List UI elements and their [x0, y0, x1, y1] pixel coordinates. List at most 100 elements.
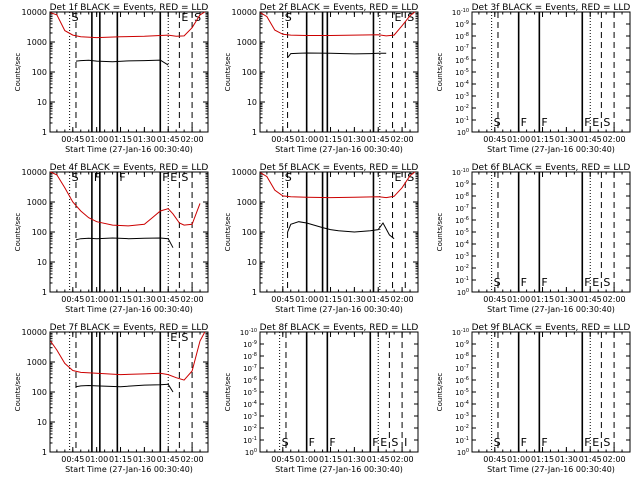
y-tick-label: 1	[42, 128, 47, 137]
event-marker-label: S	[194, 11, 201, 24]
chart-panel: Det 7f BLACK = Events, RED = LLD 1 10 100 10…	[14, 323, 209, 474]
x-tick-label: 02:00	[391, 135, 414, 144]
x-tick-label: 01:00	[507, 295, 530, 304]
x-tick-label: 01:30	[133, 135, 156, 144]
event-marker-label: F	[372, 436, 378, 449]
event-marker-label: S	[407, 171, 414, 184]
lld-series-line	[260, 11, 416, 37]
y-tick-label: 100	[457, 288, 469, 297]
plot-frame	[49, 331, 209, 453]
chart-title: Det 7f BLACK = Events, RED = LLD	[50, 323, 209, 333]
event-marker-label: F	[541, 276, 547, 289]
x-tick-label: 01:30	[133, 455, 156, 464]
y-tick-label: 10-3	[243, 412, 257, 421]
y-tick-label: 10-7	[455, 44, 469, 53]
x-tick-label: 01:00	[507, 135, 530, 144]
y-tick-label: 10-1	[455, 116, 469, 125]
plot-frame	[259, 171, 419, 293]
x-tick-label: 01:00	[85, 455, 108, 464]
y-tick-label: 10	[37, 418, 47, 427]
event-marker-label: F	[584, 116, 590, 129]
x-tick-label: 01:15	[319, 135, 342, 144]
x-tick-label: 00:45	[483, 455, 506, 464]
y-tick-label: 100	[242, 68, 257, 77]
y-axis-label: Counts/sec	[14, 373, 22, 412]
y-tick-label: 10000	[22, 8, 47, 17]
y-tick-label: 10-10	[452, 168, 469, 177]
y-tick-label: 100	[32, 68, 47, 77]
x-tick-label: 00:45	[483, 295, 506, 304]
x-tick-label: 01:30	[343, 455, 366, 464]
event-marker-label: S	[181, 331, 188, 344]
y-tick-label: 1000	[27, 38, 47, 47]
y-tick-label: 10-10	[240, 328, 257, 337]
event-marker-label: E	[181, 11, 188, 24]
x-tick-label: 01:30	[343, 295, 366, 304]
y-tick-label: 10-9	[455, 180, 469, 189]
events-series-line	[75, 59, 169, 66]
chart-title: Det 8f BLACK = Events, RED = LLD	[260, 323, 419, 333]
x-tick-label: 01:15	[109, 295, 132, 304]
y-axis-label: Counts/sec	[224, 53, 232, 92]
x-tick-label: 01:15	[531, 295, 554, 304]
event-marker-label: E	[592, 276, 599, 289]
event-marker-label: F	[521, 276, 527, 289]
events-series-line	[287, 52, 387, 59]
y-tick-label: 10-8	[243, 352, 257, 361]
chart-title: Det 2f BLACK = Events, RED = LLD	[260, 3, 419, 13]
x-tick-label: 00:45	[61, 295, 84, 304]
y-tick-label: 10-4	[243, 400, 257, 409]
plot-frame	[259, 11, 419, 133]
chart-title: Det 6f BLACK = Events, RED = LLD	[472, 163, 631, 173]
plot-frame	[471, 171, 631, 293]
chart-title: Det 3f BLACK = Events, RED = LLD	[472, 3, 631, 13]
chart-panel: Det 5f BLACK = Events, RED = LLD 1 10 100 10…	[224, 163, 419, 314]
event-marker-label: F	[94, 171, 100, 184]
event-marker-label: F	[309, 436, 315, 449]
y-tick-label: 10000	[22, 168, 47, 177]
x-tick-label: 02:00	[603, 295, 626, 304]
y-tick-label: 10-10	[452, 328, 469, 337]
x-tick-label: 02:00	[391, 295, 414, 304]
y-tick-label: 10-8	[455, 192, 469, 201]
x-tick-label: 01:30	[555, 455, 578, 464]
event-marker-label: S	[285, 11, 292, 24]
chart-title: Det 1f BLACK = Events, RED = LLD	[50, 3, 209, 13]
y-tick-label: 10-6	[455, 56, 469, 65]
y-tick-label: 10-3	[455, 252, 469, 261]
x-tick-label: 02:00	[181, 135, 204, 144]
y-axis-label: Counts/sec	[224, 373, 232, 412]
event-marker-label: F	[584, 436, 590, 449]
event-marker-label: S	[282, 436, 289, 449]
y-tick-label: 10-7	[455, 364, 469, 373]
y-tick-label: 10-2	[455, 104, 469, 113]
x-tick-label: 01:45	[367, 135, 390, 144]
chart-panel: Det 9f BLACK = Events, RED = LLD 100 10-1 1…	[436, 323, 631, 474]
x-axis-label: Start Time (27-Jan-16 00:30:40)	[65, 145, 193, 154]
y-tick-label: 10000	[232, 8, 257, 17]
chart-panel: Det 2f BLACK = Events, RED = LLD 1 10 100 10…	[224, 3, 419, 154]
y-tick-label: 10-6	[455, 216, 469, 225]
y-tick-label: 10-2	[455, 264, 469, 273]
chart-panel: Det 8f BLACK = Events, RED = LLD 100 10-1 1…	[224, 323, 419, 474]
chart-panel: Det 6f BLACK = Events, RED = LLD 100 10-1 1…	[436, 163, 631, 314]
y-tick-label: 10-8	[455, 352, 469, 361]
event-marker-label: S	[181, 171, 188, 184]
event-marker-label: S	[72, 171, 79, 184]
x-tick-label: 01:30	[555, 295, 578, 304]
x-tick-label: 02:00	[391, 455, 414, 464]
x-tick-label: 01:15	[531, 455, 554, 464]
plot-frame	[471, 11, 631, 133]
event-marker-label: S	[391, 436, 398, 449]
events-series-line	[287, 221, 395, 240]
x-tick-label: 01:00	[507, 455, 530, 464]
x-tick-label: 02:00	[603, 455, 626, 464]
x-tick-label: 00:45	[61, 455, 84, 464]
y-tick-label: 10-6	[243, 376, 257, 385]
lld-series-line	[50, 171, 201, 227]
plot-frame	[259, 331, 419, 453]
y-tick-label: 10-5	[455, 228, 469, 237]
x-tick-label: 01:45	[157, 455, 180, 464]
event-marker-label: E	[170, 171, 177, 184]
